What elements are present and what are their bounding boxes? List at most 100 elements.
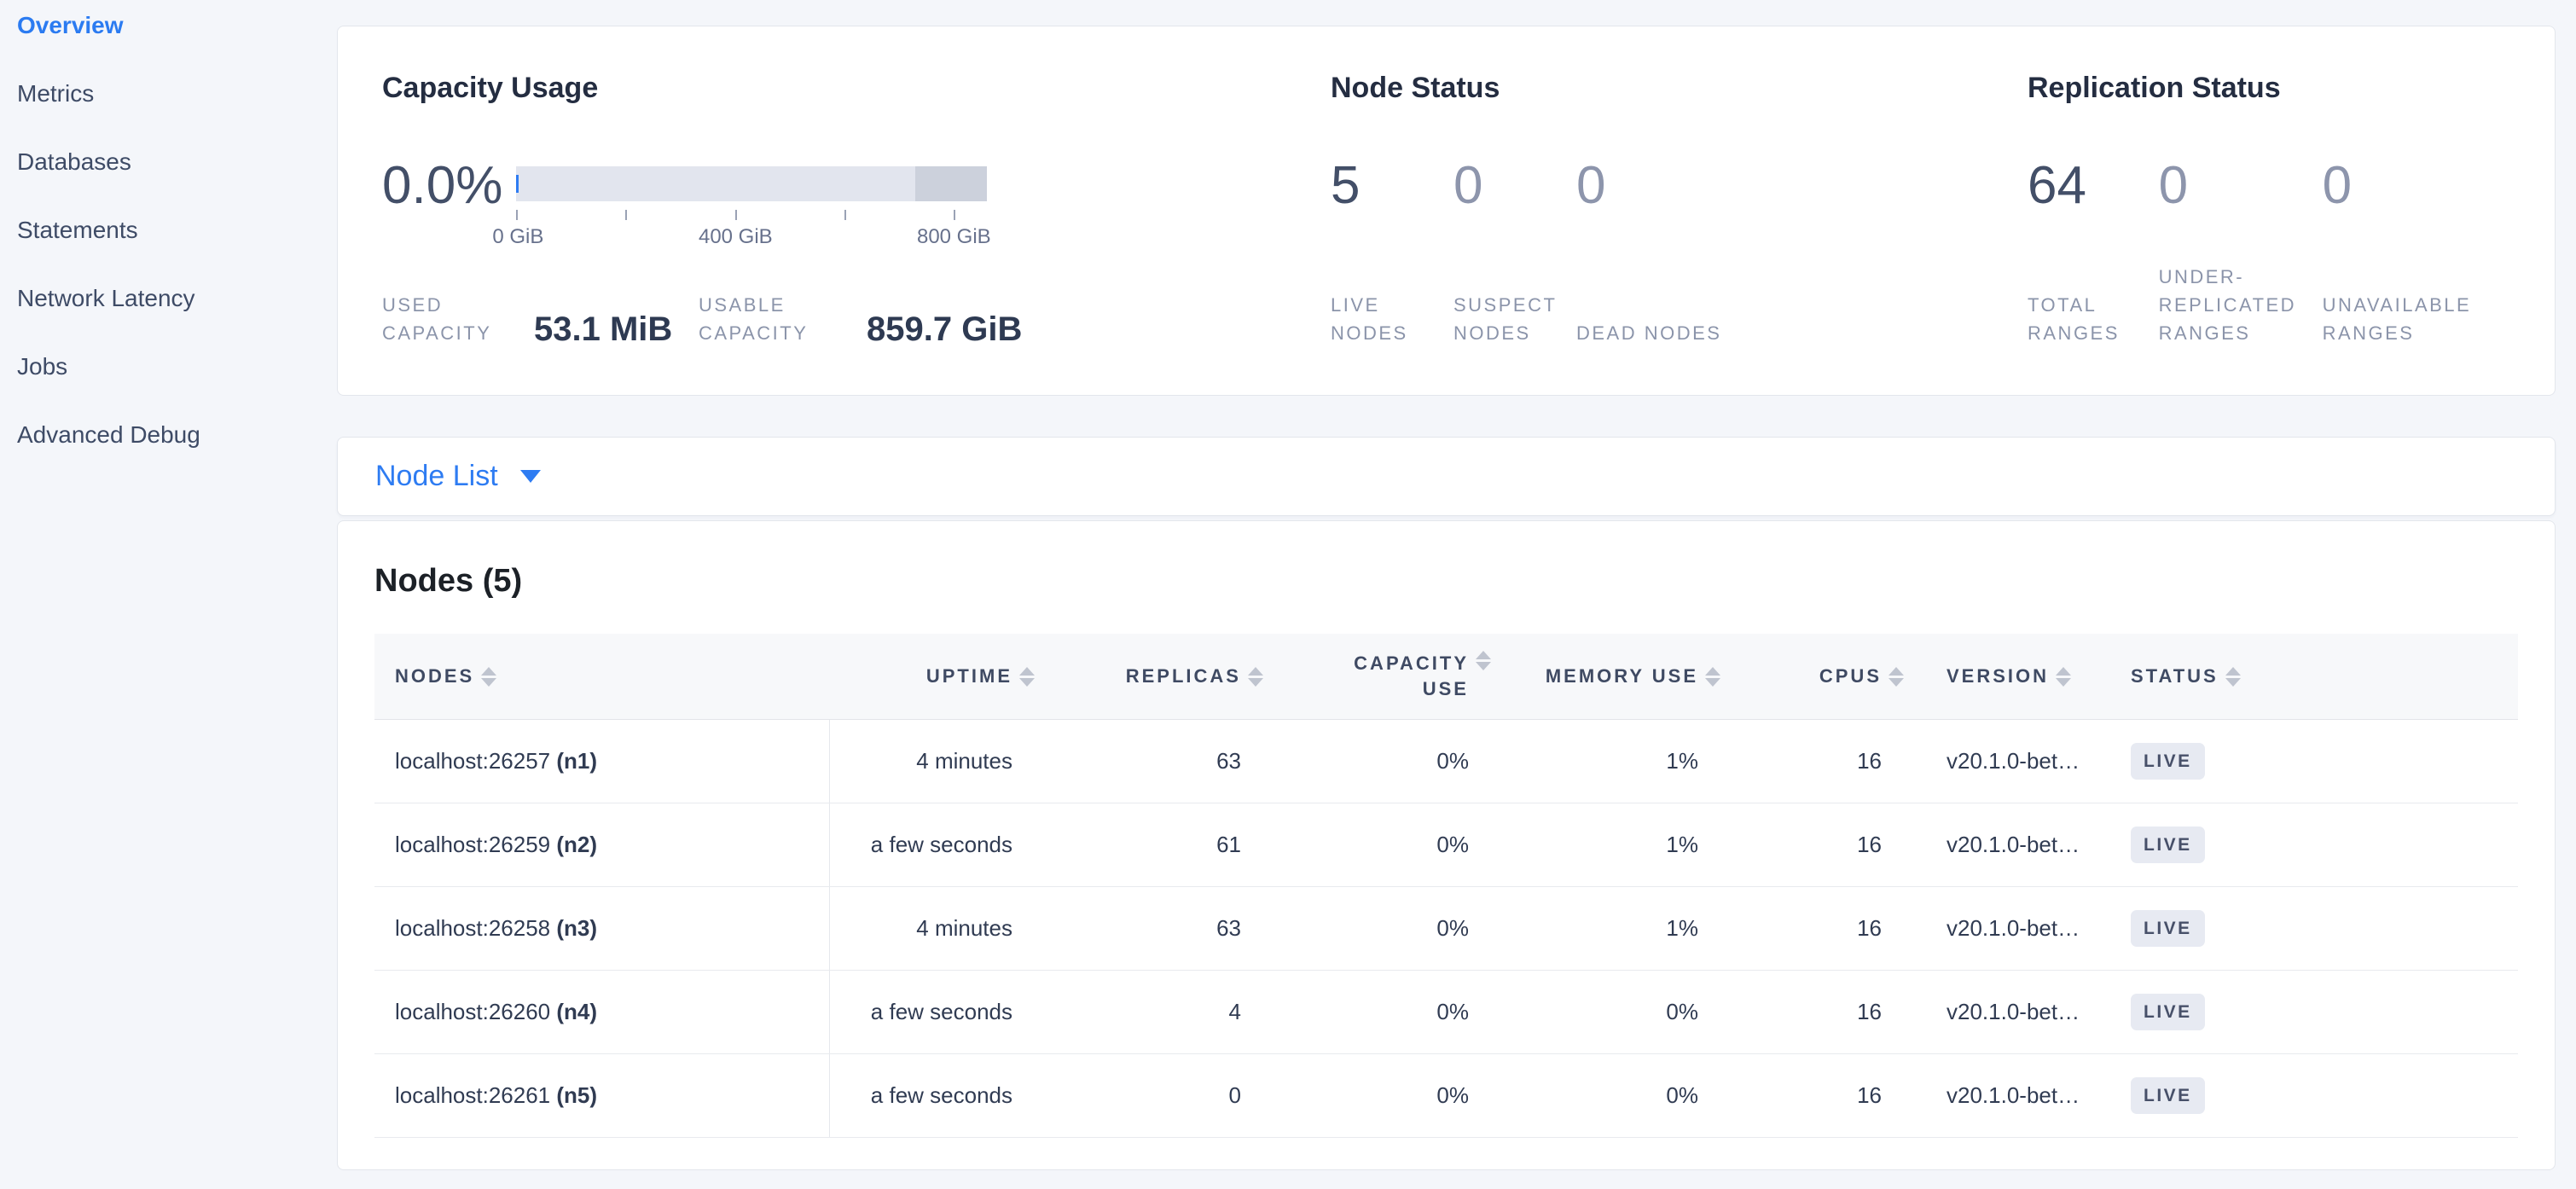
node-status-cell: LIVE <box>2131 743 2518 780</box>
column-header-capacity-use[interactable]: CAPACITY USE <box>1272 634 1500 719</box>
table-row-node-5[interactable]: localhost:26261 (n5) a few seconds 0 0% … <box>374 1054 2518 1138</box>
column-header-memory-use[interactable]: MEMORY USE <box>1500 634 1729 719</box>
sort-icon <box>1019 666 1035 687</box>
column-header-uptime[interactable]: UPTIME <box>830 634 1043 719</box>
status-badge: LIVE <box>2131 1077 2205 1114</box>
table-row-node-3[interactable]: localhost:26258 (n3) 4 minutes 63 0% 1% … <box>374 887 2518 971</box>
node-address: localhost:26260 (n4) <box>374 971 830 1053</box>
under-replicated-ranges-value: 0 <box>2158 156 2189 215</box>
column-header-cpus[interactable]: CPUS <box>1729 634 1912 719</box>
sidebar-item-advanced-debug[interactable]: Advanced Debug <box>17 421 200 448</box>
dead-nodes-stat: 0 DEAD NODES <box>1576 158 1721 347</box>
node-address: localhost:26258 (n3) <box>374 887 830 970</box>
status-badge: LIVE <box>2131 826 2205 863</box>
node-cpus: 16 <box>1857 999 1882 1024</box>
sort-icon <box>1888 666 1904 687</box>
replication-status-title: Replication Status <box>2028 72 2281 104</box>
table-row-node-1[interactable]: localhost:26257 (n1) 4 minutes 63 0% 1% … <box>374 720 2518 803</box>
sidebar-item-network-latency[interactable]: Network Latency <box>17 285 195 311</box>
sort-icon <box>2056 666 2072 687</box>
node-status-cell: LIVE <box>2131 910 2518 947</box>
column-header-nodes[interactable]: NODES <box>374 634 830 719</box>
capacity-gauge-axis <box>516 210 987 220</box>
node-uptime: 4 minutes <box>916 748 1012 774</box>
sidebar-item-overview[interactable]: Overview <box>17 12 124 38</box>
dead-nodes-label: DEAD NODES <box>1576 322 1722 344</box>
node-uptime: a few seconds <box>870 1082 1012 1108</box>
unavailable-ranges-label: UNAVAILABLE RANGES <box>2322 294 2472 344</box>
node-version: v20.1.0-bet… <box>1947 832 2080 857</box>
sidebar-item-metrics[interactable]: Metrics <box>17 80 95 107</box>
node-memory-use: 0% <box>1666 999 1698 1024</box>
nodes-heading: Nodes (5) <box>374 563 523 599</box>
node-uptime: a few seconds <box>870 999 1012 1024</box>
column-header-status[interactable]: STATUS <box>2131 634 2518 719</box>
node-replicas: 63 <box>1216 915 1241 941</box>
node-cpus: 16 <box>1857 1082 1882 1108</box>
node-capacity-use: 0% <box>1436 915 1469 941</box>
node-version: v20.1.0-bet… <box>1947 1082 2080 1108</box>
node-replicas: 63 <box>1216 748 1241 774</box>
replication-status-panel: Replication Status 64 TOTAL RANGES 0 UND… <box>2028 72 2510 347</box>
total-ranges-label: TOTAL RANGES <box>2028 294 2120 344</box>
used-capacity-value: 53.1 MiB <box>534 310 673 348</box>
sidebar: Overview Metrics Databases Statements Ne… <box>0 0 337 491</box>
axis-label-0gib: 0 GiB <box>492 225 544 248</box>
node-address: localhost:26261 (n5) <box>374 1054 830 1137</box>
node-list-dropdown[interactable]: Node List <box>375 460 498 492</box>
sort-icon <box>1476 651 1491 670</box>
node-replicas: 4 <box>1228 999 1241 1024</box>
node-status-cell: LIVE <box>2131 994 2518 1030</box>
suspect-nodes-stat: 0 SUSPECT NODES <box>1453 156 1558 347</box>
live-nodes-value: 5 <box>1331 156 1361 215</box>
node-cpus: 16 <box>1857 832 1882 857</box>
table-row-node-2[interactable]: localhost:26259 (n2) a few seconds 61 0%… <box>374 803 2518 887</box>
suspect-nodes-label: SUSPECT NODES <box>1453 294 1558 344</box>
sidebar-item-jobs[interactable]: Jobs <box>17 353 68 380</box>
sidebar-item-statements[interactable]: Statements <box>17 217 138 243</box>
node-capacity-use: 0% <box>1436 999 1469 1024</box>
node-uptime: 4 minutes <box>916 915 1012 941</box>
node-address: localhost:26257 (n1) <box>374 720 830 803</box>
node-version: v20.1.0-bet… <box>1947 915 2080 941</box>
node-replicas: 0 <box>1228 1082 1241 1108</box>
table-row-node-4[interactable]: localhost:26260 (n4) a few seconds 4 0% … <box>374 971 2518 1054</box>
total-ranges-value: 64 <box>2028 156 2086 215</box>
status-badge: LIVE <box>2131 910 2205 947</box>
node-status-cell: LIVE <box>2131 826 2518 863</box>
cluster-summary-card: Capacity Usage 0.0% 0 GiB 400 GiB <box>337 26 2556 396</box>
unavailable-ranges-value: 0 <box>2322 156 2353 215</box>
node-capacity-use: 0% <box>1436 748 1469 774</box>
sort-icon <box>2225 666 2241 687</box>
node-memory-use: 1% <box>1666 915 1698 941</box>
node-uptime: a few seconds <box>870 832 1012 857</box>
node-cpus: 16 <box>1857 915 1882 941</box>
node-status-cell: LIVE <box>2131 1077 2518 1114</box>
sort-icon <box>481 666 497 687</box>
axis-label-400gib: 400 GiB <box>698 225 773 248</box>
capacity-gauge-bar <box>516 166 988 201</box>
node-cpus: 16 <box>1857 748 1882 774</box>
node-memory-use: 1% <box>1666 748 1698 774</box>
used-capacity-label: USED CAPACITY <box>382 294 492 344</box>
suspect-nodes-value: 0 <box>1453 156 1483 215</box>
capacity-gauge-dark-segment <box>915 166 988 201</box>
capacity-usage-title: Capacity Usage <box>382 72 599 104</box>
sidebar-item-databases[interactable]: Databases <box>17 148 131 175</box>
status-badge: LIVE <box>2131 743 2205 780</box>
usable-capacity-value: 859.7 GiB <box>867 310 1023 348</box>
under-replicated-ranges-label: UNDER-REPLICATED RANGES <box>2158 266 2297 344</box>
sort-icon <box>1705 666 1720 687</box>
node-status-title: Node Status <box>1331 72 1500 104</box>
dead-nodes-value: 0 <box>1576 156 1606 215</box>
node-version: v20.1.0-bet… <box>1947 748 2080 774</box>
live-nodes-stat: 5 LIVE NODES <box>1331 158 1423 347</box>
capacity-gauge-used-marker <box>516 175 519 193</box>
unavailable-ranges-stat: 0 UNAVAILABLE RANGES <box>2323 158 2510 347</box>
column-header-replicas[interactable]: REPLICAS <box>1043 634 1272 719</box>
column-header-version[interactable]: VERSION <box>1912 634 2131 719</box>
status-badge: LIVE <box>2131 994 2205 1030</box>
chevron-down-icon[interactable] <box>519 470 541 483</box>
node-version: v20.1.0-bet… <box>1947 999 2080 1024</box>
node-replicas: 61 <box>1216 832 1241 857</box>
